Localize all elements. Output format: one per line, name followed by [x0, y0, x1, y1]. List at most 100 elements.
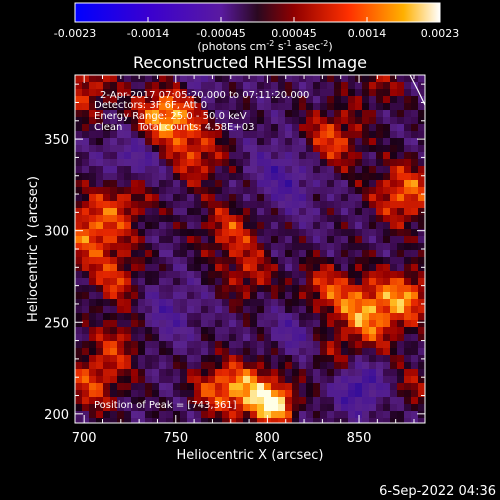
heatmap-cell: [285, 397, 292, 404]
heatmap-cell: [243, 229, 250, 236]
heatmap-cell: [341, 201, 348, 208]
heatmap-cell: [390, 397, 397, 404]
heatmap-cell: [159, 159, 166, 166]
heatmap-cell: [187, 257, 194, 264]
heatmap-cell: [243, 320, 250, 327]
heatmap-cell: [229, 152, 236, 159]
heatmap-cell: [362, 152, 369, 159]
heatmap-cell: [201, 131, 208, 138]
heatmap-cell: [75, 334, 82, 341]
heatmap-cell: [222, 334, 229, 341]
heatmap-cell: [320, 341, 327, 348]
heatmap-cell: [124, 89, 131, 96]
heatmap-cell: [348, 194, 355, 201]
heatmap-cell: [96, 222, 103, 229]
peak-position-label: Position of Peak = [743,361]: [94, 400, 237, 411]
heatmap-cell: [229, 327, 236, 334]
heatmap-cell: [96, 215, 103, 222]
heatmap-cell: [390, 229, 397, 236]
heatmap-cell: [376, 285, 383, 292]
heatmap-cell: [306, 299, 313, 306]
heatmap-cell: [166, 243, 173, 250]
heatmap-cell: [390, 292, 397, 299]
heatmap-cell: [180, 320, 187, 327]
heatmap-cell: [355, 159, 362, 166]
heatmap-cell: [222, 355, 229, 362]
heatmap-cell: [194, 152, 201, 159]
heatmap-cell: [138, 208, 145, 215]
heatmap-cell: [208, 152, 215, 159]
heatmap-cell: [187, 208, 194, 215]
heatmap-cell: [404, 313, 411, 320]
heatmap-cell: [397, 82, 404, 89]
heatmap-cell: [222, 362, 229, 369]
heatmap-cell: [341, 250, 348, 257]
heatmap-cell: [145, 131, 152, 138]
heatmap-cell: [166, 194, 173, 201]
heatmap-cell: [313, 334, 320, 341]
heatmap-cell: [187, 124, 194, 131]
heatmap-cell: [89, 96, 96, 103]
heatmap-cell: [173, 187, 180, 194]
heatmap-cell: [96, 418, 103, 423]
heatmap-cell: [320, 110, 327, 117]
heatmap-cell: [383, 89, 390, 96]
heatmap-cell: [390, 103, 397, 110]
heatmap-cell: [264, 341, 271, 348]
heatmap-cell: [229, 313, 236, 320]
heatmap-cell: [418, 404, 425, 411]
heatmap-cell: [96, 187, 103, 194]
heatmap-cell: [306, 166, 313, 173]
heatmap-cell: [271, 222, 278, 229]
heatmap-cell: [236, 208, 243, 215]
heatmap-cell: [264, 166, 271, 173]
heatmap-cell: [404, 271, 411, 278]
heatmap-cell: [306, 369, 313, 376]
heatmap-cell: [250, 418, 257, 423]
heatmap-cell: [278, 418, 285, 423]
heatmap-cell: [278, 75, 285, 82]
heatmap-cell: [145, 243, 152, 250]
heatmap-cell: [390, 250, 397, 257]
heatmap-cell: [334, 341, 341, 348]
heatmap-cell: [348, 89, 355, 96]
heatmap-cell: [348, 285, 355, 292]
heatmap-cell: [194, 194, 201, 201]
heatmap-cell: [327, 110, 334, 117]
heatmap-cell: [82, 334, 89, 341]
heatmap-cell: [194, 278, 201, 285]
heatmap-cell: [369, 257, 376, 264]
heatmap-cell: [327, 236, 334, 243]
heatmap-cell: [75, 250, 82, 257]
heatmap-cell: [292, 278, 299, 285]
heatmap-cell: [369, 250, 376, 257]
heatmap-cell: [96, 243, 103, 250]
heatmap-cell: [271, 299, 278, 306]
heatmap-cell: [194, 418, 201, 423]
heatmap-cell: [306, 215, 313, 222]
heatmap-cell: [257, 96, 264, 103]
heatmap-cell: [96, 82, 103, 89]
heatmap-cell: [264, 411, 271, 418]
heatmap-cell: [411, 96, 418, 103]
heatmap-cell: [355, 320, 362, 327]
heatmap-cell: [152, 152, 159, 159]
heatmap-cell: [362, 404, 369, 411]
heatmap-cell: [222, 320, 229, 327]
heatmap-cell: [278, 152, 285, 159]
heatmap-cell: [75, 166, 82, 173]
heatmap-cell: [292, 257, 299, 264]
heatmap-cell: [362, 362, 369, 369]
heatmap-cell: [334, 180, 341, 187]
heatmap-cell: [320, 243, 327, 250]
heatmap-cell: [362, 383, 369, 390]
heatmap-cell: [131, 327, 138, 334]
heatmap-cell: [82, 117, 89, 124]
heatmap-cell: [236, 306, 243, 313]
heatmap-cell: [117, 397, 124, 404]
heatmap-cell: [145, 229, 152, 236]
heatmap-cell: [138, 145, 145, 152]
heatmap-cell: [397, 250, 404, 257]
heatmap-cell: [257, 194, 264, 201]
heatmap-cell: [117, 362, 124, 369]
